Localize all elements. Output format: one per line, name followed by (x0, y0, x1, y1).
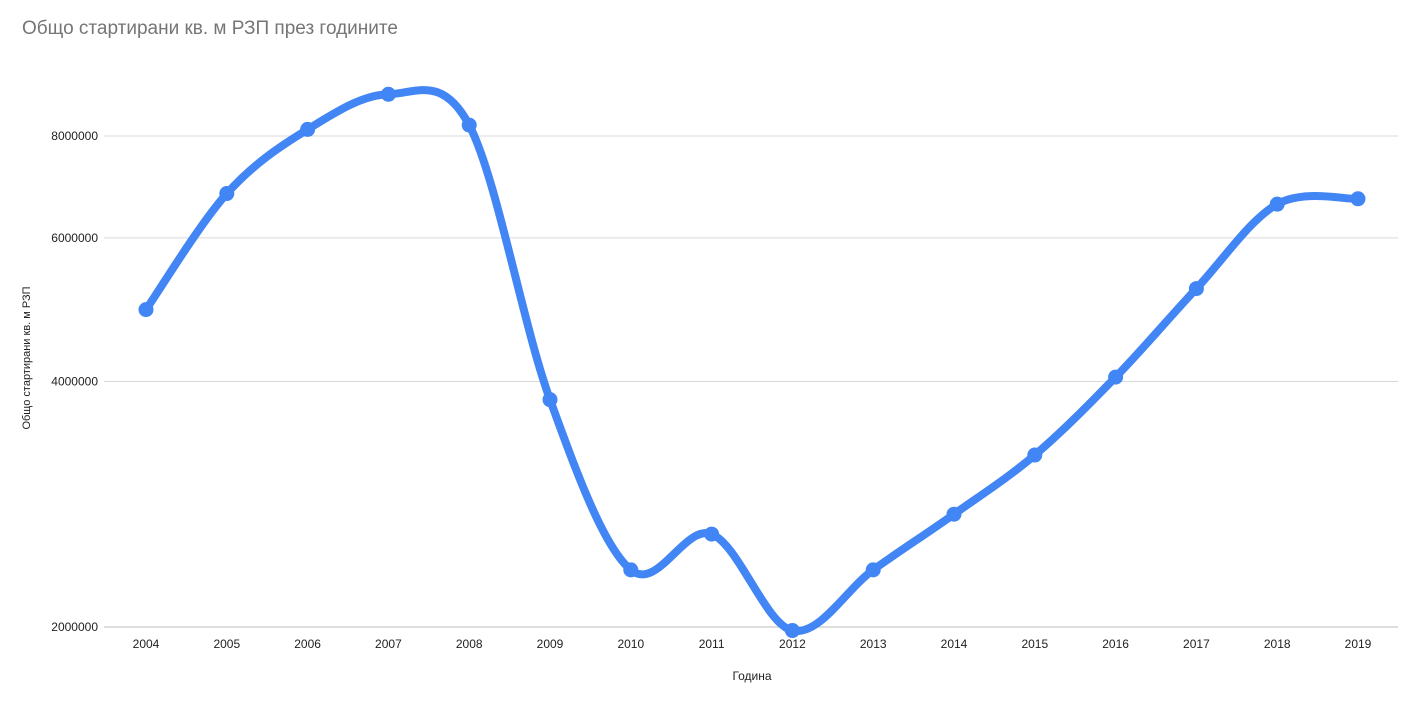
x-tick-label: 2016 (1102, 637, 1129, 651)
x-tick-label: 2019 (1345, 637, 1372, 651)
data-point-2015 (1027, 447, 1043, 463)
x-tick-label: 2008 (456, 637, 483, 651)
y-axis-ticks: 2000000 4000000 6000000 8000000 (51, 129, 98, 634)
data-point-2014 (946, 506, 962, 522)
y-axis-label: Общо стартирани кв. м РЗП (21, 286, 33, 429)
data-point-2006 (300, 121, 316, 137)
x-tick-label: 2009 (537, 637, 564, 651)
data-point-2018 (1269, 196, 1285, 212)
data-point-2013 (865, 562, 881, 578)
data-point-2012 (784, 623, 800, 639)
series-line-group (142, 86, 1362, 635)
data-point-2016 (1108, 369, 1124, 385)
x-axis-label: Година (732, 669, 771, 683)
x-tick-label: 2014 (941, 637, 968, 651)
data-point-2011 (704, 526, 720, 542)
data-point-2004 (138, 302, 154, 318)
y-tick-label: 6000000 (51, 231, 98, 245)
data-point-2010 (623, 562, 639, 578)
x-tick-label: 2007 (375, 637, 402, 651)
x-tick-label: 2013 (860, 637, 887, 651)
x-tick-label: 2018 (1264, 637, 1291, 651)
x-axis-ticks: 2004 2005 2006 2007 2008 2009 2010 2011 2012 2013… (133, 637, 1372, 651)
x-tick-label: 2010 (617, 637, 644, 651)
data-point-2019 (1350, 191, 1366, 207)
y-tick-label: 8000000 (51, 129, 98, 143)
x-tick-label: 2017 (1183, 637, 1210, 651)
data-points (138, 86, 1366, 639)
data-point-2009 (542, 392, 558, 408)
chart-title: Общо стартирани кв. м РЗП през годините (22, 18, 398, 39)
x-tick-label: 2011 (699, 637, 725, 651)
gridlines (104, 135, 1398, 628)
data-point-2005 (219, 186, 235, 202)
series-line (142, 86, 1362, 635)
data-point-2007 (380, 86, 396, 102)
x-tick-label: 2005 (213, 637, 240, 651)
x-tick-label: 2004 (133, 637, 160, 651)
x-tick-label: 2015 (1021, 637, 1048, 651)
y-tick-label: 4000000 (51, 375, 98, 389)
data-point-2008 (461, 117, 477, 133)
x-tick-label: 2006 (294, 637, 321, 651)
y-tick-label: 2000000 (51, 620, 98, 634)
x-tick-label: 2012 (779, 637, 806, 651)
data-point-2017 (1188, 281, 1204, 297)
